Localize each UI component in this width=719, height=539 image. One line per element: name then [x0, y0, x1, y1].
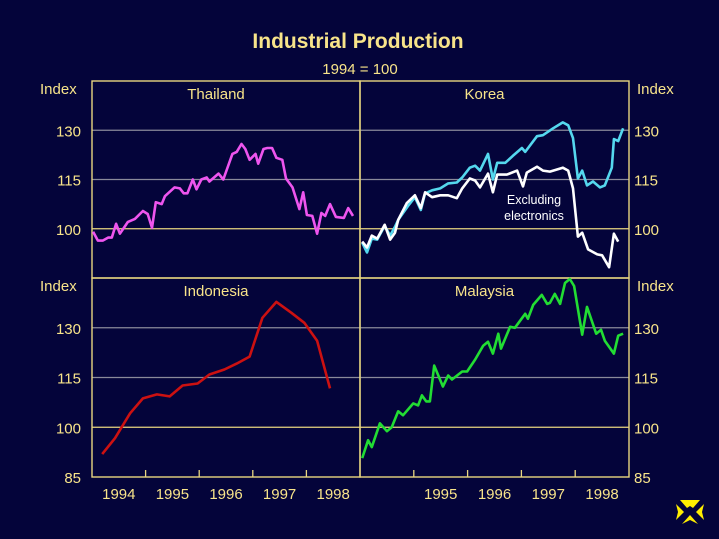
panel-title: Malaysia	[455, 283, 515, 300]
y-tick-label: 115	[634, 173, 658, 190]
y-tick-label: 130	[56, 321, 81, 338]
y-tick-label: 115	[634, 371, 658, 388]
y-axis-label: Index	[40, 278, 77, 295]
x-tick-label: 1997	[532, 486, 565, 503]
y-tick-label: 130	[634, 123, 659, 140]
panel-malaysia: 85 100 115 130 Index Malaysia 1995 1996 1997 1998	[359, 277, 674, 503]
series-line-thailand	[91, 142, 355, 242]
x-tick-label: 1995	[156, 486, 189, 503]
y-axis-label: Index	[637, 81, 674, 98]
y-tick-label: 130	[56, 123, 81, 140]
y-tick-label: 100	[56, 222, 81, 239]
panel-korea: 100 115 130 Index Korea Excluding electronics	[359, 80, 674, 279]
series-line-malaysia	[360, 277, 624, 459]
y-tick-label: 130	[634, 321, 659, 338]
series-annotation: Excluding	[507, 193, 561, 207]
chart-title: Industrial Production	[252, 30, 463, 53]
y-tick-label: 115	[57, 173, 81, 190]
chart-subtitle: 1994 = 100	[322, 61, 398, 78]
y-tick-label: 85	[64, 470, 81, 487]
y-axis-label: Index	[637, 278, 674, 295]
x-tick-label: 1996	[209, 486, 242, 503]
series-line-excluding-electronics	[361, 165, 620, 269]
logo-icon	[676, 500, 704, 524]
x-tick-label: 1997	[263, 486, 296, 503]
y-tick-label: 100	[634, 420, 659, 437]
panel-title: Thailand	[187, 86, 245, 103]
y-tick-label: 85	[634, 470, 651, 487]
y-tick-label: 115	[57, 371, 81, 388]
y-tick-label: 100	[634, 222, 659, 239]
y-tick-label: 100	[56, 420, 81, 437]
panel-title: Korea	[464, 86, 505, 103]
panel-title: Indonesia	[183, 283, 249, 300]
x-tick-label: 1995	[424, 486, 457, 503]
panel-frame	[359, 277, 630, 478]
x-tick-label: 1994	[102, 486, 135, 503]
x-tick-label: 1998	[317, 486, 350, 503]
series-line-indonesia	[101, 300, 332, 455]
y-axis-label: Index	[40, 81, 77, 98]
panel-indonesia: 85 100 115 130 Index Indonesia 1994 1995 1996 199…	[40, 277, 361, 503]
panel-thailand: 100 115 130 Index Thailand	[40, 80, 361, 279]
x-tick-label: 1996	[478, 486, 511, 503]
x-tick-label: 1998	[585, 486, 618, 503]
series-annotation: electronics	[504, 209, 564, 223]
